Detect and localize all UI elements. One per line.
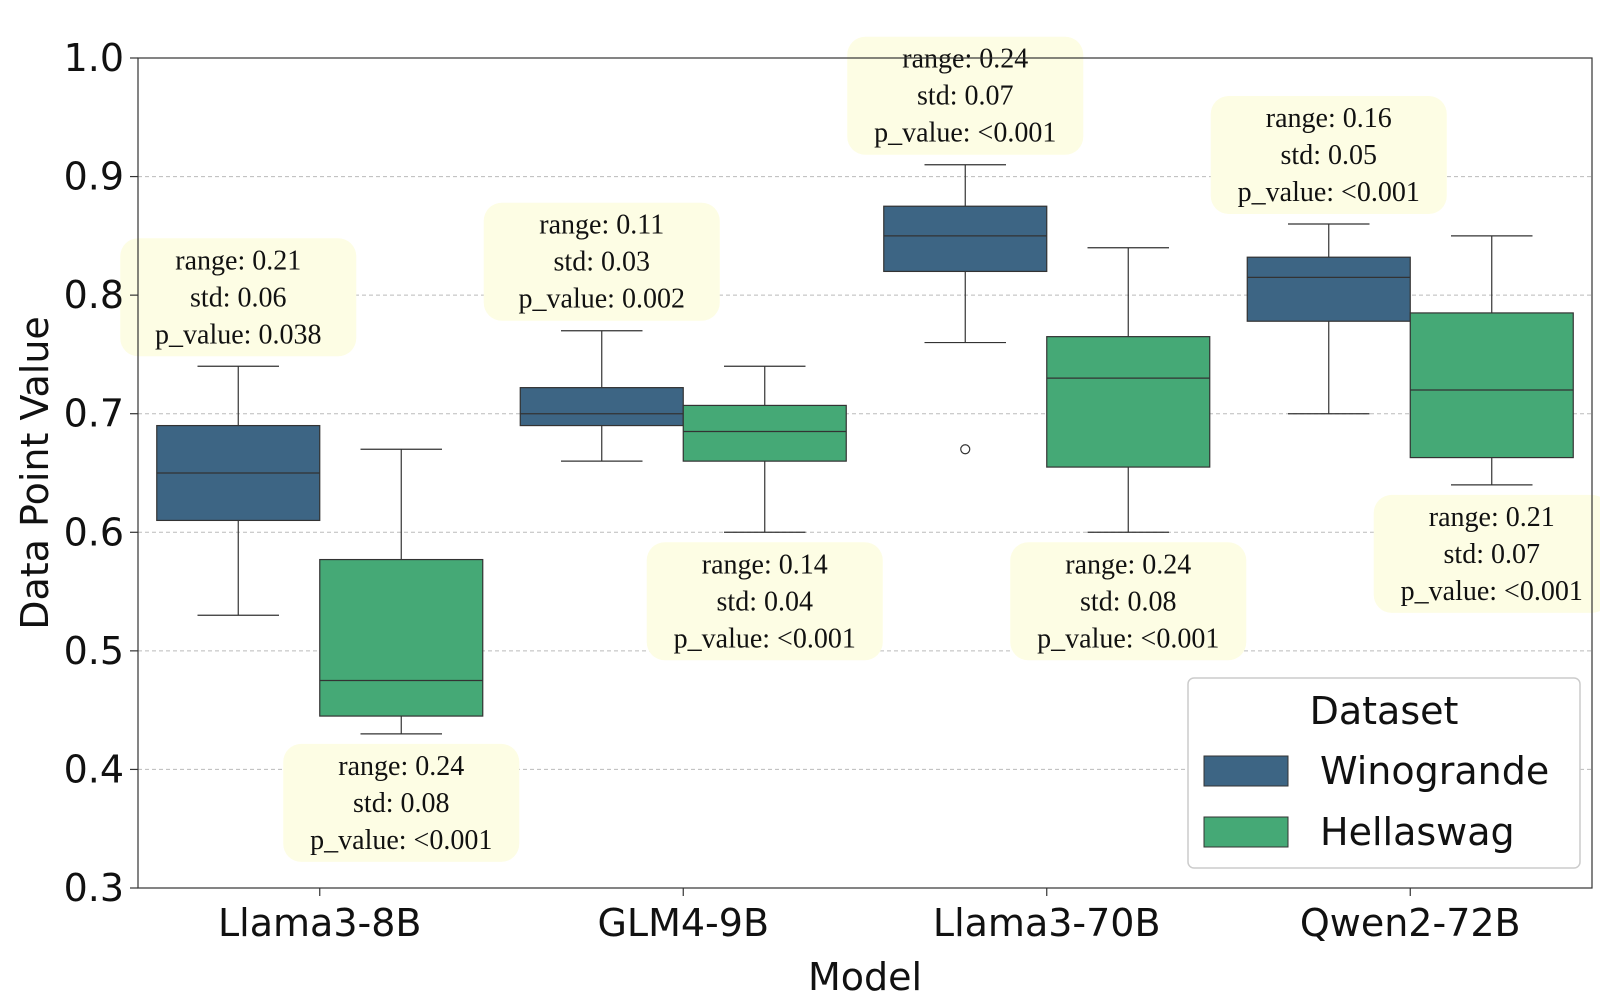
box-body xyxy=(1046,336,1211,468)
stats-annotation: range: 0.11 std: 0.03 p_value: 0.002 xyxy=(483,202,720,321)
annotation-line: std: 0.07 xyxy=(917,81,1013,112)
annotation-line: p_value: <0.001 xyxy=(674,623,856,654)
box-body xyxy=(519,387,684,427)
x-tick-label: GLM4-9B xyxy=(597,901,769,945)
legend-items: Winogrande Hellaswag xyxy=(1203,749,1549,854)
box-winogrande-0 xyxy=(156,365,321,616)
outlier-point xyxy=(960,444,971,455)
box-body xyxy=(1409,312,1574,459)
box-hellaswag-3 xyxy=(1409,235,1574,486)
legend-swatch-winogrande xyxy=(1203,755,1289,787)
stats-annotation: range: 0.21 std: 0.06 p_value: 0.038 xyxy=(120,238,357,357)
stats-annotation: range: 0.24 std: 0.07 p_value: <0.001 xyxy=(847,36,1084,155)
annotation-line: p_value: <0.001 xyxy=(1037,623,1219,654)
y-tick-label: 0.7 xyxy=(64,392,124,436)
annotation-line: range: 0.11 xyxy=(539,210,664,241)
box-hellaswag-1 xyxy=(682,365,847,533)
y-tick-label: 0.8 xyxy=(64,273,124,317)
box-winogrande-2 xyxy=(883,164,1048,455)
y-tick-label: 0.3 xyxy=(64,866,124,910)
y-tick-label: 1.0 xyxy=(64,36,124,80)
stats-annotation: range: 0.24 std: 0.08 p_value: <0.001 xyxy=(283,743,520,862)
annotation-line: std: 0.03 xyxy=(554,247,650,278)
annotation-line: range: 0.24 xyxy=(902,44,1028,75)
annotation-box xyxy=(1010,542,1247,661)
legend-swatch-hellaswag xyxy=(1203,816,1289,848)
stats-annotation: range: 0.14 std: 0.04 p_value: <0.001 xyxy=(646,542,883,661)
legend-label-hellaswag: Hellaswag xyxy=(1320,810,1515,854)
box-body xyxy=(319,558,484,717)
box-body xyxy=(682,404,847,462)
stats-annotation: range: 0.21 std: 0.07 p_value: <0.001 xyxy=(1373,494,1600,613)
annotation-box xyxy=(1373,494,1600,613)
plot-area-frame xyxy=(137,57,1593,889)
box-hellaswag-2 xyxy=(1046,247,1211,533)
y-axis-title: Data Point Value xyxy=(13,316,57,630)
box-plots xyxy=(156,164,1574,735)
annotation-line: range: 0.16 xyxy=(1266,103,1392,134)
annotation-line: range: 0.24 xyxy=(338,751,464,782)
annotation-line: std: 0.08 xyxy=(353,788,449,819)
y-tick-label: 0.4 xyxy=(64,747,124,791)
annotation-line: range: 0.21 xyxy=(175,245,301,276)
annotation-line: p_value: 0.038 xyxy=(155,319,321,350)
annotation-box xyxy=(1210,96,1447,214)
annotation-box xyxy=(483,202,720,321)
annotation-line: std: 0.05 xyxy=(1281,140,1377,171)
annotation-line: std: 0.08 xyxy=(1080,586,1176,617)
x-tick-label: Llama3-8B xyxy=(218,901,421,945)
annotation-line: range: 0.14 xyxy=(702,549,828,580)
annotation-line: std: 0.06 xyxy=(190,282,286,313)
y-tick-label: 0.6 xyxy=(64,510,124,554)
annotation-box xyxy=(646,542,883,661)
annotation-line: std: 0.04 xyxy=(717,586,813,617)
box-winogrande-1 xyxy=(519,330,684,462)
legend-title: Dataset xyxy=(1310,689,1459,733)
legend-label-winogrande: Winogrande xyxy=(1320,749,1549,793)
annotation-line: range: 0.24 xyxy=(1065,549,1191,580)
x-tick-label: Llama3-70B xyxy=(933,901,1161,945)
annotation-line: range: 0.21 xyxy=(1429,502,1555,533)
stats-annotation: range: 0.24 std: 0.08 p_value: <0.001 xyxy=(1010,542,1247,661)
y-tick-label: 0.5 xyxy=(64,629,124,673)
axes: 0.3 0.4 0.5 0.6 0.7 0.8 0.9 1.0 Llama3-8B GLM4-9B… xyxy=(64,36,1521,945)
box-winogrande-3 xyxy=(1246,223,1411,415)
annotation-box xyxy=(847,36,1084,155)
annotation-line: p_value: 0.002 xyxy=(519,284,685,315)
x-tick-label: Qwen2-72B xyxy=(1300,901,1521,945)
annotation-line: p_value: <0.001 xyxy=(310,825,492,856)
x-axis-title: Model xyxy=(808,955,922,999)
annotation-line: p_value: <0.001 xyxy=(1401,576,1583,607)
stats-annotation: range: 0.16 std: 0.05 p_value: <0.001 xyxy=(1210,96,1447,214)
annotation-line: p_value: <0.001 xyxy=(874,118,1056,149)
box-hellaswag-0 xyxy=(319,448,484,735)
annotation-box xyxy=(120,238,357,357)
y-tick-label: 0.9 xyxy=(64,155,124,199)
legend: Dataset Winogrande Hellaswag xyxy=(1187,677,1581,869)
box-body xyxy=(883,205,1048,273)
box-body xyxy=(1246,256,1411,322)
annotation-line: p_value: <0.001 xyxy=(1238,177,1420,208)
annotation-line: std: 0.07 xyxy=(1444,539,1540,570)
annotation-box xyxy=(283,743,520,862)
